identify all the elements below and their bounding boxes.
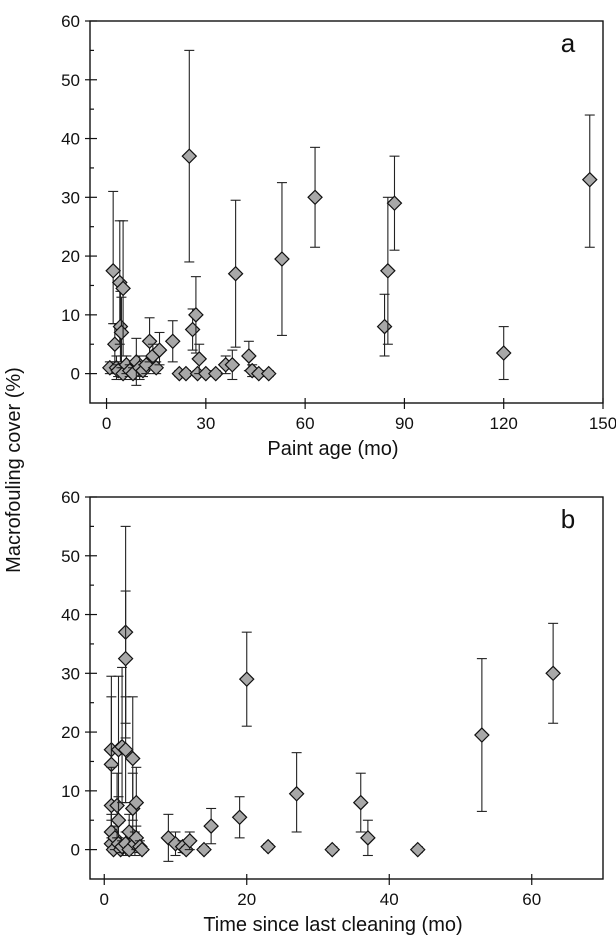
panel-b-x-tick-label: 60 xyxy=(522,890,541,909)
panel-b-x-axis-title: Time since last cleaning (mo) xyxy=(203,914,462,936)
panel-b-data-point xyxy=(361,831,375,845)
panel-a-x-tick-label: 0 xyxy=(102,414,111,433)
panel-b: b Time since last cleaning (mo) 0 10 20 30 4… xyxy=(61,488,603,936)
panel-b-x-tick-label: 40 xyxy=(380,890,399,909)
panel-a-data-point xyxy=(275,252,289,266)
panel-a-data-point xyxy=(381,264,395,278)
panel-b-data-point xyxy=(261,840,275,854)
panel-a-data-point xyxy=(378,320,392,334)
panel-a-plot-frame xyxy=(90,21,603,403)
panel-b-x-tick-label: 0 xyxy=(100,890,109,909)
panel-a-data-point xyxy=(583,173,597,187)
panel-b-data-point xyxy=(204,819,218,833)
panel-a-data-point xyxy=(189,308,203,322)
panel-b-data-point xyxy=(233,810,247,824)
panel-a-letter: a xyxy=(561,28,576,58)
panel-b-y-tick-label: 10 xyxy=(61,782,80,801)
panel-a-x-tick-label: 90 xyxy=(395,414,414,433)
panel-a-data-point xyxy=(242,349,256,363)
panel-a-y-tick-label: 20 xyxy=(61,247,80,266)
panel-b-data-point xyxy=(546,666,560,680)
panel-a: a Paint age (mo) 0 10 20 30 40 50 60 0 30 60 90 120… xyxy=(61,12,616,460)
panel-b-y-tick-label: 60 xyxy=(61,488,80,507)
panel-a-data-point xyxy=(262,367,276,381)
panel-a-x-axis-title: Paint age (mo) xyxy=(267,438,398,460)
panel-a-y-tick-label: 30 xyxy=(61,188,80,207)
panel-b-y-tick-label: 30 xyxy=(61,664,80,683)
panel-b-data-point xyxy=(240,672,254,686)
panel-a-data-point xyxy=(106,264,120,278)
panel-a-y-tick-label: 40 xyxy=(61,130,80,149)
panel-a-data-point xyxy=(308,190,322,204)
panel-a-y-tick-label: 60 xyxy=(61,12,80,31)
panel-b-data-point xyxy=(197,843,211,857)
panel-b-data-point xyxy=(290,787,304,801)
panel-a-x-tick-label: 60 xyxy=(296,414,315,433)
panel-b-letter: b xyxy=(561,504,575,534)
panel-b-plot-frame xyxy=(90,497,603,879)
panel-b-data-point xyxy=(119,652,133,666)
panel-a-y-tick-label: 0 xyxy=(71,365,80,384)
panel-b-data-point xyxy=(325,843,339,857)
panel-a-data-point xyxy=(166,334,180,348)
panel-b-y-tick-label: 50 xyxy=(61,547,80,566)
shared-y-axis-title: Macrofouling cover (%) xyxy=(3,367,25,573)
panel-a-data-point xyxy=(497,346,511,360)
panel-a-data-point xyxy=(192,352,206,366)
panel-a-y-tick-label: 50 xyxy=(61,71,80,90)
panel-a-data-point xyxy=(387,196,401,210)
panel-b-y-tick-label: 40 xyxy=(61,606,80,625)
panel-a-data-point xyxy=(229,267,243,281)
panel-a-data-point xyxy=(143,334,157,348)
panel-b-x-tick-label: 20 xyxy=(237,890,256,909)
panel-b-y-tick-label: 20 xyxy=(61,723,80,742)
panel-a-x-tick-label: 150 xyxy=(589,414,616,433)
panel-a-data-point xyxy=(182,149,196,163)
panel-b-data-point xyxy=(475,728,489,742)
panel-b-data-point xyxy=(112,813,126,827)
panel-a-data-point xyxy=(186,323,200,337)
panel-b-data-point xyxy=(354,796,368,810)
panel-b-data-point xyxy=(411,843,425,857)
panel-a-y-tick-label: 10 xyxy=(61,306,80,325)
panel-a-data-point xyxy=(209,367,223,381)
panel-a-x-tick-label: 120 xyxy=(490,414,518,433)
panel-b-y-tick-label: 0 xyxy=(71,841,80,860)
panel-a-x-tick-label: 30 xyxy=(196,414,215,433)
